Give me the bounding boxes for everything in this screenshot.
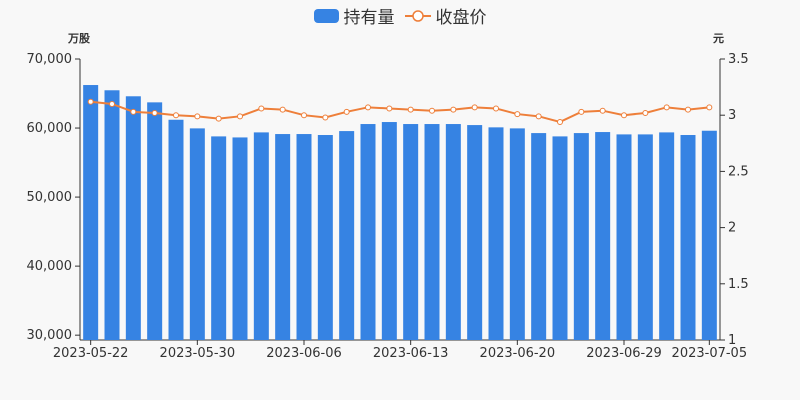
line-point: [173, 112, 179, 119]
line-point: [279, 106, 286, 113]
bar: [637, 134, 653, 340]
legend-item-holdings[interactable]: 持有量: [313, 3, 395, 28]
bar: [488, 127, 504, 340]
bar: [381, 122, 397, 341]
bar: [573, 133, 589, 340]
bar: [595, 132, 611, 340]
line-point: [343, 108, 350, 115]
line-point: [514, 111, 521, 118]
line-point: [471, 104, 478, 111]
bar: [104, 90, 120, 340]
bar: [360, 124, 376, 340]
line-point: [301, 112, 307, 119]
right-tick-label: 3: [728, 108, 736, 123]
bar: [275, 134, 291, 340]
x-tick-label: 2023-06-20: [480, 346, 556, 361]
right-tick-label: 2: [728, 221, 736, 236]
bar: [317, 135, 333, 340]
bar: [125, 96, 141, 340]
x-tick-label: 2023-07-05: [672, 346, 748, 361]
legend: 持有量 收盘价: [0, 3, 800, 28]
legend-label: 收盘价: [435, 8, 487, 28]
bar: [147, 102, 163, 340]
line-point: [663, 104, 670, 111]
left-tick-label: 40,000: [27, 259, 73, 274]
line-point: [386, 105, 393, 112]
bar-legend-icon: [313, 8, 339, 23]
right-tick-label: 2.5: [728, 164, 749, 179]
bar: [531, 133, 547, 340]
right-axis-name: 元: [713, 32, 724, 45]
line-point: [87, 98, 94, 105]
line-point: [365, 104, 371, 111]
line-point: [535, 113, 542, 120]
line-point: [109, 100, 115, 107]
bar: [616, 134, 632, 340]
line-point: [621, 112, 627, 119]
x-tick-label: 2023-05-22: [53, 346, 129, 361]
bar: [253, 132, 269, 340]
line-point: [429, 107, 435, 114]
bar: [467, 125, 483, 341]
left-tick-label: 60,000: [27, 121, 73, 136]
right-tick-label: 3.5: [728, 52, 749, 67]
bar: [232, 137, 248, 340]
line-point: [557, 118, 563, 125]
bar: [445, 124, 461, 340]
line-point: [237, 113, 243, 120]
line-point: [450, 106, 457, 113]
bar: [509, 128, 525, 340]
right-tick-label: 1: [728, 333, 736, 348]
line-point: [578, 108, 585, 115]
bar: [83, 85, 99, 340]
line-point: [599, 107, 606, 114]
bar: [403, 124, 419, 340]
right-tick-label: 1.5: [728, 277, 749, 292]
legend-label: 持有量: [343, 8, 395, 28]
line-legend-icon: [404, 9, 431, 22]
x-tick-label: 2023-05-30: [160, 346, 236, 361]
bar: [701, 130, 717, 340]
left-tick-label: 50,000: [27, 190, 73, 205]
line-point: [258, 105, 265, 112]
bar: [339, 131, 355, 340]
legend-item-close-price[interactable]: 收盘价: [404, 3, 487, 28]
line-point: [493, 105, 499, 112]
bar: [659, 132, 675, 340]
line-point: [407, 106, 414, 113]
left-tick-label: 30,000: [27, 328, 73, 343]
left-tick-label: 70,000: [27, 52, 73, 67]
line-point: [130, 108, 137, 115]
line-point: [215, 115, 222, 122]
line-point: [706, 104, 713, 111]
bar: [552, 136, 568, 340]
x-tick-label: 2023-06-13: [373, 346, 449, 361]
line-point: [685, 106, 691, 113]
line-point: [642, 109, 649, 116]
line-point: [151, 109, 158, 116]
left-axis-name: 万股: [68, 32, 90, 45]
line-point: [322, 114, 329, 121]
bar: [189, 128, 205, 340]
x-tick-label: 2023-06-29: [586, 346, 662, 361]
bar: [424, 124, 440, 340]
bar: [296, 134, 312, 340]
line-point: [194, 113, 201, 120]
bar: [168, 119, 184, 340]
bar: [211, 136, 227, 340]
x-tick-label: 2023-06-06: [266, 346, 342, 361]
bar: [680, 135, 696, 340]
close-price-line: [90, 100, 710, 124]
